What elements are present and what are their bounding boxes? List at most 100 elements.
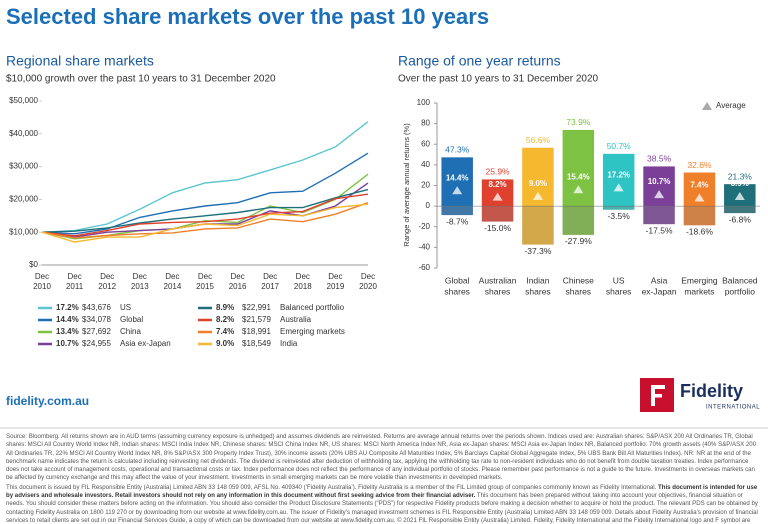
average-label: 15.4% xyxy=(567,172,590,181)
page-title: Selected share markets over the past 10 … xyxy=(6,4,489,29)
y-tick-label: -60 xyxy=(418,263,430,272)
x-tick-label: Chinese xyxy=(563,275,594,285)
average-marker xyxy=(573,185,584,194)
x-tick-label: Dec xyxy=(230,272,244,281)
range-bar-high xyxy=(562,129,595,207)
logo-glyph xyxy=(651,394,662,398)
x-tick-label: Dec xyxy=(67,272,81,281)
legend-name: Emerging markets xyxy=(280,327,345,336)
high-label: 73.9% xyxy=(566,117,591,127)
legend-return: 17.2% xyxy=(56,303,79,312)
range-bar-high xyxy=(602,153,635,207)
x-tick-label: Balanced xyxy=(722,275,758,285)
legend-final: $22,991 xyxy=(242,303,271,312)
x-tick-label: shares xyxy=(444,286,470,296)
y-tick-label: -20 xyxy=(418,222,430,231)
legend-name: India xyxy=(280,339,298,348)
y-tick-label: 40 xyxy=(421,160,430,169)
x-tick-label: Asia xyxy=(651,275,668,285)
legend-return: 7.4% xyxy=(216,327,234,336)
high-label: 25.9% xyxy=(486,167,511,177)
high-label: 38.5% xyxy=(647,154,672,164)
legend-name: Australia xyxy=(280,315,312,324)
low-label: -17.5% xyxy=(646,225,673,235)
low-label: -18.6% xyxy=(686,227,713,237)
range-bar-shade xyxy=(602,206,635,210)
range-bar-shade xyxy=(562,206,595,235)
x-tick-label: Dec xyxy=(35,272,49,281)
legend-name: China xyxy=(120,327,141,336)
logo-tagline: INTERNATIONAL xyxy=(706,405,760,411)
average-marker xyxy=(452,186,463,195)
average-label: 10.7% xyxy=(648,177,671,186)
average-label: 7.4% xyxy=(690,181,708,190)
legend-return: 13.4% xyxy=(56,327,79,336)
average-marker xyxy=(492,192,503,201)
legend-final: $43,676 xyxy=(82,303,111,312)
range-bar-low xyxy=(643,206,675,225)
x-tick-label: US xyxy=(613,275,625,285)
average-label: 9.0% xyxy=(529,179,547,188)
legend-name: US xyxy=(120,303,131,312)
series-line xyxy=(41,188,369,233)
range-bar-low xyxy=(522,206,554,245)
range-bar-high xyxy=(643,166,675,207)
x-tick-label: 2018 xyxy=(294,282,312,291)
series-line xyxy=(41,193,369,237)
x-tick-label: Dec xyxy=(263,272,277,281)
legend-final: $18,991 xyxy=(242,327,271,336)
legend-return: 8.9% xyxy=(216,303,234,312)
range-bar-low xyxy=(441,206,473,216)
average-marker xyxy=(734,191,745,200)
average-label: 17.2% xyxy=(607,170,630,179)
x-tick-label: shares xyxy=(525,286,551,296)
charts: Selected share markets over the past 10 … xyxy=(0,4,768,429)
legend-return: 14.4% xyxy=(56,315,79,324)
x-tick-label: Emerging xyxy=(681,275,718,285)
range-bar-shade xyxy=(683,206,716,226)
x-tick-label: Dec xyxy=(296,272,310,281)
x-tick-label: 2012 xyxy=(98,282,116,291)
range-bar-high xyxy=(441,157,473,207)
low-label: -6.8% xyxy=(729,214,752,224)
disclaimer-issuer: This document is issued by FIL Responsib… xyxy=(6,484,762,524)
x-tick-label: shares xyxy=(566,286,592,296)
average-marker xyxy=(532,191,543,200)
x-tick-label: Indian xyxy=(526,275,549,285)
x-tick-label: 2020 xyxy=(359,282,377,291)
x-tick-label: markets xyxy=(684,286,714,296)
text: This document is issued by FIL Responsib… xyxy=(6,483,659,491)
x-tick-label: Dec xyxy=(328,272,342,281)
range-bar-shade xyxy=(724,206,756,214)
y-tick-label: 20 xyxy=(421,181,430,190)
legend-label: Average xyxy=(716,101,746,110)
x-tick-label: Global xyxy=(445,275,470,285)
range-bar-low xyxy=(562,206,595,235)
average-label: 8.9% xyxy=(731,179,749,188)
x-tick-label: Dec xyxy=(100,272,114,281)
x-tick-label: 2017 xyxy=(261,282,279,291)
disclaimer-source: Source: Bloomberg. All returns shown are… xyxy=(6,433,757,482)
range-bar-low xyxy=(602,206,635,210)
average-marker xyxy=(613,183,624,192)
y-axis-label: Range of average annual returns (%) xyxy=(402,123,411,247)
legend-final: $34,078 xyxy=(82,315,111,324)
legend-return: 9.0% xyxy=(216,339,234,348)
low-label: -8.7% xyxy=(446,216,469,226)
range-bar-low xyxy=(481,206,514,222)
chart-title: Regional share markets xyxy=(6,53,154,69)
x-tick-label: portfolio xyxy=(725,286,756,296)
high-label: 32.6% xyxy=(687,160,712,170)
x-tick-label: Dec xyxy=(361,272,375,281)
logo-name: Fidelity xyxy=(680,381,743,401)
range-bar-low xyxy=(683,206,716,226)
low-label: -27.9% xyxy=(565,236,592,246)
series-line xyxy=(41,121,369,233)
y-tick-label: 80 xyxy=(421,119,430,128)
text: This document has been prepared without … xyxy=(6,492,758,524)
text-bold: This document is intended for use by adv… xyxy=(6,483,758,500)
chart-subtitle: $10,000 growth over the past 10 years to… xyxy=(6,74,276,85)
y-tick-label: $0 xyxy=(29,260,38,269)
high-label: 21.3% xyxy=(728,171,753,181)
